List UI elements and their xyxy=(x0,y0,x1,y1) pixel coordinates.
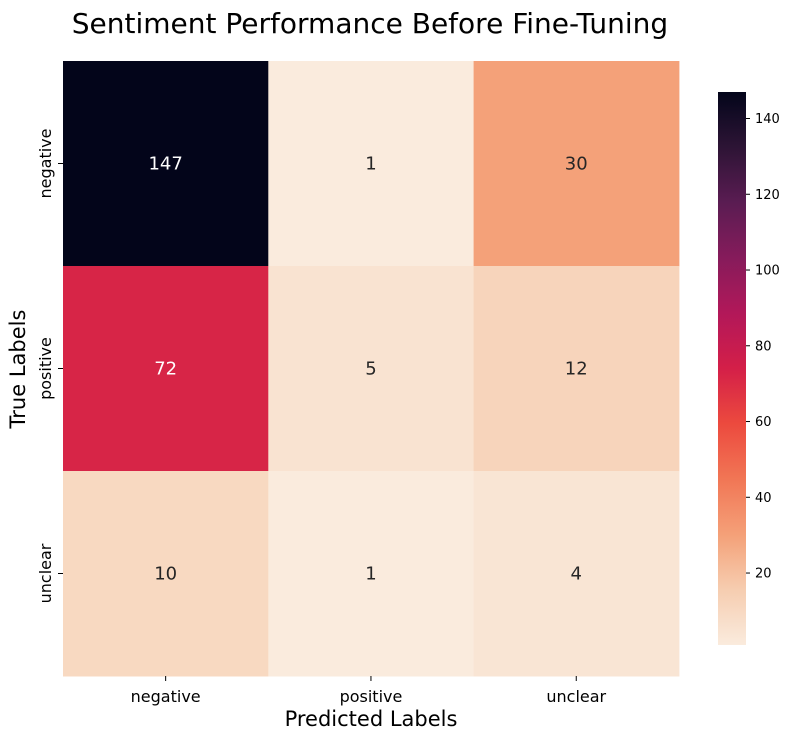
cell-value-label: 72 xyxy=(154,359,177,380)
cell-value-label: 10 xyxy=(154,564,177,585)
colorbar-tick-label: 80 xyxy=(755,339,772,354)
heatmap-cell xyxy=(268,61,475,267)
y-tick-label: unclear xyxy=(36,543,55,603)
cell-value-label: 1 xyxy=(365,564,376,585)
y-tick-label: positive xyxy=(36,337,55,400)
colorbar xyxy=(718,92,746,645)
x-tick-label: unclear xyxy=(546,687,606,706)
heatmap-cell xyxy=(473,471,680,677)
cell-value-label: 12 xyxy=(565,359,588,380)
colorbar-tick-label: 120 xyxy=(755,188,780,203)
colorbar-tick-label: 100 xyxy=(755,264,780,279)
cell-value-label: 30 xyxy=(565,154,588,175)
heatmap-cell xyxy=(63,61,269,267)
heatmap-cell xyxy=(268,471,475,677)
colorbar-tick-label: 40 xyxy=(755,491,772,506)
colorbar-tick-label: 60 xyxy=(755,415,772,430)
y-axis-label: True Labels xyxy=(6,310,30,430)
x-tick-label: negative xyxy=(131,687,201,706)
heatmap-cell xyxy=(268,266,475,472)
heatmap-cell xyxy=(63,471,269,677)
x-tick-label: positive xyxy=(340,687,403,706)
cell-value-label: 5 xyxy=(365,359,376,380)
colorbar-ticks: 20 40 60 80 100 120 140 xyxy=(746,112,780,582)
colorbar-tick-label: 20 xyxy=(755,567,772,582)
heatmap-grid: 147 1 30 72 5 12 10 1 4 xyxy=(63,61,680,677)
chart-title: Sentiment Performance Before Fine-Tuning xyxy=(72,7,668,40)
y-tick-label: negative xyxy=(36,129,55,199)
x-axis-ticks: negative positive unclear xyxy=(131,676,607,706)
heatmap-cell xyxy=(473,266,680,472)
cell-value-label: 147 xyxy=(148,154,182,175)
heatmap-cell xyxy=(473,61,680,267)
cell-value-label: 4 xyxy=(571,564,582,585)
colorbar-tick-label: 140 xyxy=(755,112,780,127)
x-axis-label: Predicted Labels xyxy=(285,707,458,731)
cell-value-label: 1 xyxy=(365,154,376,175)
heatmap-cell xyxy=(63,266,269,472)
y-axis-ticks: negative positive unclear xyxy=(36,129,63,603)
